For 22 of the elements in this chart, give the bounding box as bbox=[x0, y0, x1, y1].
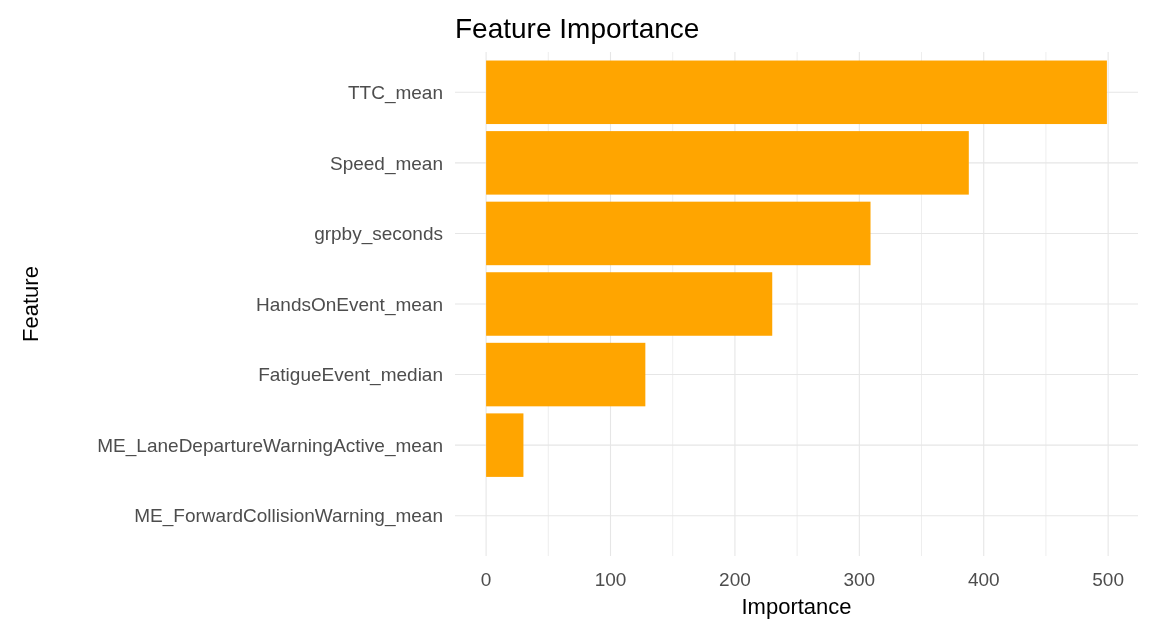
bar bbox=[486, 60, 1107, 125]
x-tick-label: 200 bbox=[719, 569, 751, 590]
bar bbox=[486, 272, 773, 336]
y-tick-label: grpby_seconds bbox=[314, 223, 443, 246]
y-tick-label: HandsOnEvent_mean bbox=[256, 293, 443, 316]
x-tick-label: 300 bbox=[843, 569, 876, 590]
y-axis-title: Feature bbox=[18, 266, 43, 342]
y-tick-label: ME_LaneDepartureWarningActive_mean bbox=[97, 434, 443, 457]
x-tick-label: 500 bbox=[1092, 569, 1124, 590]
bar bbox=[486, 131, 969, 195]
bar bbox=[486, 201, 871, 266]
y-tick-label: FatigueEvent_median bbox=[258, 364, 443, 387]
chart-title: Feature Importance bbox=[455, 13, 700, 44]
x-tick-label: 0 bbox=[480, 569, 492, 590]
bar bbox=[486, 342, 646, 407]
y-tick-label: ME_ForwardCollisionWarning_mean bbox=[134, 505, 443, 528]
y-tick-label: Speed_mean bbox=[329, 152, 443, 175]
x-axis-title: Importance bbox=[741, 594, 852, 619]
bar bbox=[486, 413, 524, 477]
x-tick-label: 100 bbox=[594, 569, 627, 590]
y-tick-label: TTC_mean bbox=[347, 81, 443, 104]
x-tick-label: 400 bbox=[967, 569, 1000, 590]
